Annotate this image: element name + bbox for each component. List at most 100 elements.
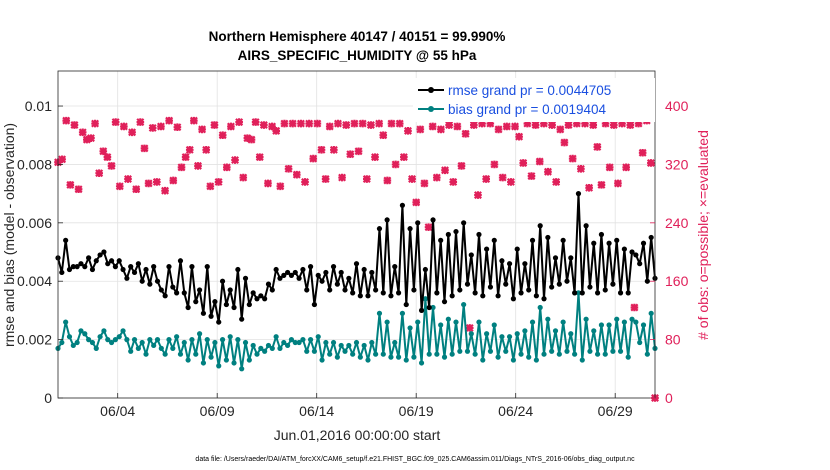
rmse-point xyxy=(556,281,562,287)
obs-count-marker xyxy=(391,160,400,169)
rmse-point xyxy=(338,269,344,276)
obs-count-marker xyxy=(527,172,536,181)
obs-count-marker xyxy=(395,119,404,128)
bias-point xyxy=(108,339,115,346)
obs-count-marker xyxy=(313,119,322,128)
rmse-point xyxy=(131,269,138,276)
y-left-tick-label: 0 xyxy=(44,390,52,406)
obs-count-marker xyxy=(264,179,272,188)
obs-count-marker xyxy=(272,126,281,135)
obs-count-marker xyxy=(539,119,548,128)
rmse-point xyxy=(242,275,249,281)
obs-count-marker xyxy=(379,131,388,140)
bias-point xyxy=(82,331,88,337)
obs-count-marker xyxy=(478,119,487,128)
obs-count-marker xyxy=(626,121,635,129)
bias-point xyxy=(162,351,168,357)
bias-point xyxy=(480,357,486,363)
rmse-point xyxy=(78,261,84,267)
bias-point xyxy=(407,325,413,331)
bias-point xyxy=(223,357,229,363)
rmse-point xyxy=(468,252,474,258)
rmse-point xyxy=(66,266,73,273)
bias-point xyxy=(564,348,570,354)
bias-point xyxy=(112,337,119,343)
rmse-point xyxy=(105,261,111,267)
rmse-point xyxy=(491,237,497,243)
obs-count-marker xyxy=(646,158,655,167)
rmse-point xyxy=(644,278,650,284)
rmse-point xyxy=(166,264,172,270)
bias-point xyxy=(629,316,635,322)
rmse-point xyxy=(514,246,520,252)
obs-count-marker xyxy=(181,153,190,162)
rmse-point xyxy=(522,261,528,267)
obs-count-marker xyxy=(185,145,194,154)
rmse-point xyxy=(594,290,601,296)
bias-point xyxy=(514,331,520,337)
obs-count-marker xyxy=(428,122,437,131)
rmse-point xyxy=(606,240,612,246)
obs-count-marker xyxy=(519,158,528,167)
obs-count-marker xyxy=(399,153,408,162)
obs-count-marker xyxy=(457,161,466,170)
bias-point xyxy=(59,339,65,346)
bias-point xyxy=(242,339,249,346)
obs-count-marker xyxy=(119,122,128,131)
bias-point xyxy=(315,334,321,340)
bias-point xyxy=(606,322,612,328)
rmse-point xyxy=(518,290,524,296)
y-right-tick-label: 240 xyxy=(665,215,689,231)
obs-count-marker xyxy=(543,167,552,176)
rmse-point xyxy=(189,264,195,270)
rmse-point xyxy=(120,266,126,273)
obs-count-marker xyxy=(86,134,95,143)
rmse-point xyxy=(403,301,409,308)
x-tick-label: 06/14 xyxy=(299,403,334,419)
rmse-point xyxy=(208,313,214,319)
rmse-point xyxy=(560,237,566,243)
rmse-point xyxy=(319,278,325,284)
legend-rmse-label: rmse grand pr = 0.0044705 xyxy=(448,83,611,98)
obs-count-marker xyxy=(515,132,524,141)
obs-count-marker xyxy=(618,119,627,128)
obs-count-marker xyxy=(128,128,137,137)
bias-point xyxy=(296,339,302,346)
obs-count-marker xyxy=(78,128,87,137)
rmse-point xyxy=(637,261,643,267)
rmse-point xyxy=(204,264,210,270)
obs-count-marker xyxy=(609,121,618,129)
rmse-point xyxy=(342,287,348,293)
rmse-point xyxy=(346,275,352,281)
bias-point xyxy=(445,316,451,322)
rmse-point xyxy=(70,264,76,270)
obs-count-marker xyxy=(432,173,441,182)
rmse-point xyxy=(625,290,631,296)
rmse-point xyxy=(575,191,582,197)
obs-count-marker xyxy=(412,198,421,207)
bias-point xyxy=(196,331,203,337)
obs-count-marker xyxy=(403,126,412,135)
bias-point xyxy=(541,351,547,357)
bias-point xyxy=(556,351,562,357)
bias-point xyxy=(533,357,539,363)
obs-count-marker xyxy=(317,145,326,154)
obs-count-marker xyxy=(560,138,569,147)
bias-point xyxy=(430,304,436,311)
obs-count-marker xyxy=(568,154,577,163)
axis-layer: 06/04 06/09 06/14 06/19 06/24 06/29 0 0.002 0.00… xyxy=(17,98,689,419)
rmse-point xyxy=(361,266,367,273)
chart-subtitle: AIRS_SPECIFIC_HUMIDITY @ 55 hPa xyxy=(238,48,477,63)
rmse-point xyxy=(526,287,532,293)
obs-count-marker xyxy=(387,119,396,128)
obs-count-marker xyxy=(148,123,157,132)
obs-count-marker xyxy=(383,176,392,185)
rmse-point xyxy=(529,237,536,243)
bias-point xyxy=(78,328,84,334)
rmse-point xyxy=(116,258,122,264)
rmse-point xyxy=(633,252,639,258)
y-right-tick-label: 320 xyxy=(665,156,689,172)
obs-count-marker xyxy=(296,119,305,128)
bias-point xyxy=(361,342,367,349)
bias-point xyxy=(258,345,264,351)
